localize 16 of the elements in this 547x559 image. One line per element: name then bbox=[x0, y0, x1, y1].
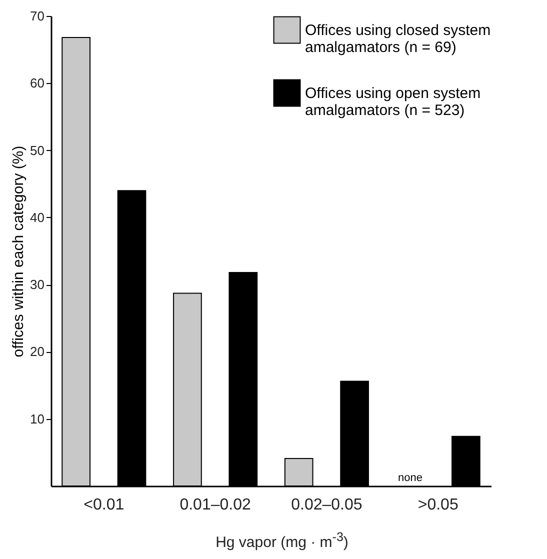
y-tick-label: 20 bbox=[30, 344, 44, 360]
y-tick-label: 40 bbox=[30, 210, 44, 225]
x-tick-label: >0.05 bbox=[418, 496, 458, 514]
y-tick-label: 60 bbox=[30, 76, 44, 91]
y-tick-label: 50 bbox=[30, 142, 44, 158]
annotation: none bbox=[398, 472, 422, 484]
y-axis-title: offices within each category (%) bbox=[10, 146, 28, 358]
y-tick-label: 30 bbox=[30, 277, 44, 292]
x-tick-label: <0.01 bbox=[84, 496, 124, 514]
y-tick-label: 70 bbox=[30, 8, 44, 24]
x-tick-label: 0.02–0.05 bbox=[291, 496, 362, 514]
legend-label: Offices using open system amalgamators (n = 523) bbox=[305, 85, 481, 119]
y-tick-label: 10 bbox=[30, 411, 44, 426]
x-tick-label: 0.01–0.02 bbox=[180, 496, 251, 514]
x-axis-title: Hg vapor (mg · m$^{-3}$) bbox=[214, 530, 350, 551]
legend-label: Offices using closed system amalgamators (n = 69) bbox=[305, 22, 491, 56]
